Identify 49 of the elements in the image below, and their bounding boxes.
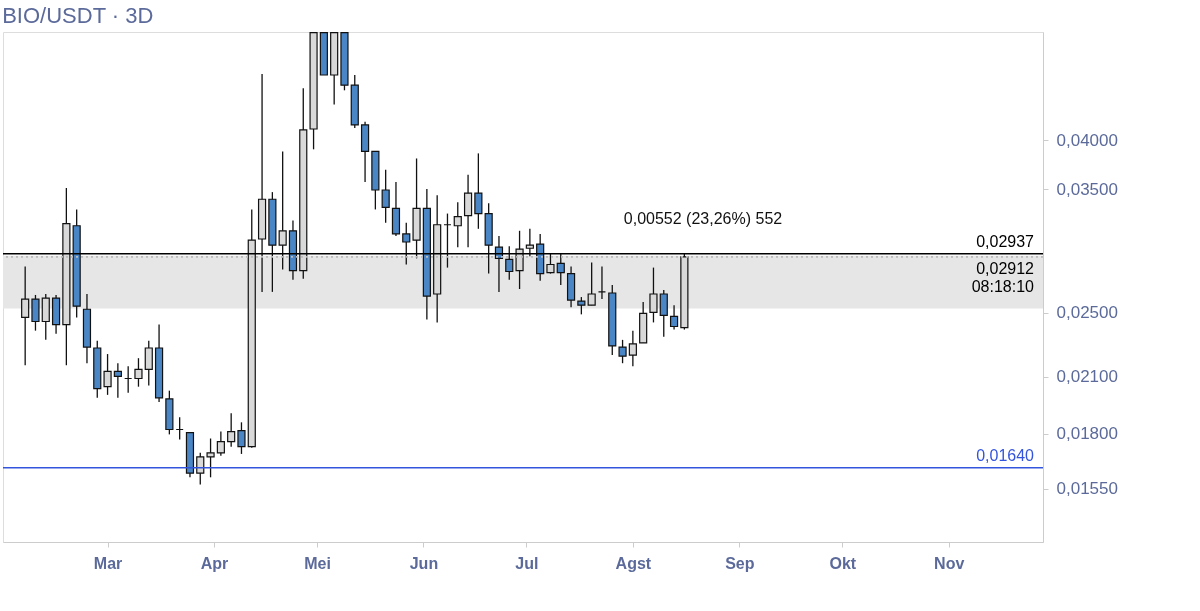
x-tick-label: Jul (515, 554, 539, 572)
candlestick (103, 353, 112, 396)
candlestick (381, 169, 390, 224)
candlestick (669, 304, 679, 331)
candlestick (649, 266, 658, 324)
y-tick-label: 0,01550 (1056, 479, 1118, 499)
candlestick (196, 452, 205, 486)
candlestick (474, 152, 483, 230)
x-tick-label: Nov (934, 554, 965, 572)
candlestick (556, 252, 565, 286)
ref-line-label: 0,01640 (976, 446, 1035, 464)
candlestick (546, 252, 555, 275)
candlestick (587, 261, 596, 306)
y-tick-label: 0,04000 (1056, 130, 1118, 150)
x-tick-label: Agst (615, 554, 652, 572)
y-tick-label: 0,02100 (1056, 367, 1118, 387)
x-tick-label: Mei (304, 554, 331, 572)
ref-line-label: 0,02937 (976, 232, 1035, 250)
candlestick (618, 339, 627, 364)
x-tick-label: Sep (725, 554, 755, 572)
candlestick (525, 228, 534, 257)
candlestick (206, 437, 215, 478)
chart-title: BIO/USDT · 3D (2, 3, 154, 28)
candlestick (659, 289, 668, 338)
candlestick (144, 340, 153, 387)
candlestick (21, 265, 30, 366)
y-tick-label: 0,01800 (1056, 424, 1118, 444)
annotation: 0,00552 (23,26%) 552 (623, 210, 783, 227)
x-tick-label: Apr (200, 554, 229, 572)
candlestick (134, 357, 143, 388)
x-tick-label: Mar (93, 554, 123, 572)
x-tick-label: Okt (829, 554, 857, 572)
y-tick-label: 0,02500 (1056, 303, 1118, 323)
candlestick (515, 230, 524, 290)
candlestick (113, 362, 122, 399)
candlestick (227, 412, 236, 448)
candlestick (278, 150, 287, 271)
ref-line-label: 0,02912 08:18:10 (971, 259, 1035, 295)
candlestick (216, 430, 225, 457)
candlestick (463, 174, 473, 248)
candlestick (628, 330, 637, 367)
candlestick (31, 294, 40, 332)
candlestick (402, 222, 411, 266)
candlestick (237, 421, 246, 455)
candlestick (453, 201, 462, 248)
candlestick (505, 245, 514, 281)
y-tick-label: 0,03500 (1056, 179, 1118, 199)
x-tick-label: Jun (409, 554, 439, 572)
candlestick (41, 293, 50, 341)
